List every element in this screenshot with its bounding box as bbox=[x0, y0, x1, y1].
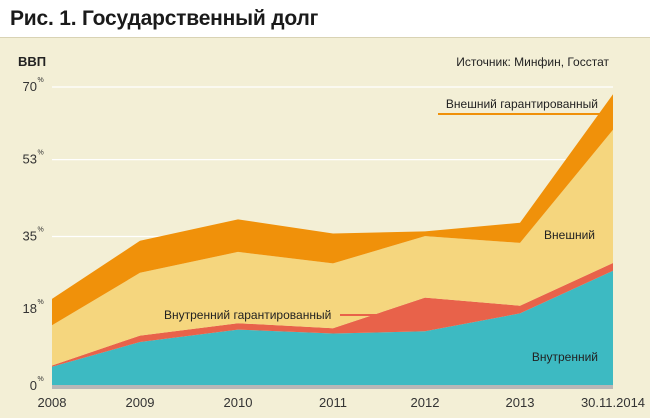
y-tick-unit: % bbox=[38, 227, 44, 234]
y-tick-label: 18 bbox=[23, 301, 37, 316]
y-tick-label: 70 bbox=[23, 79, 37, 94]
label-internal-guaranteed: Внутренний гарантированный bbox=[164, 308, 331, 322]
area-external bbox=[52, 129, 613, 366]
chart-source: Источник: Минфин, Госстат bbox=[456, 55, 609, 69]
y-axis-ticks: 0 %18 %35 %53 %70% bbox=[23, 77, 44, 393]
chart-title: Рис. 1. Государственный долг bbox=[10, 7, 319, 30]
x-tick-label: 2011 bbox=[319, 395, 347, 410]
series-labels: Внутренний Внутренний гарантированный Внеш… bbox=[164, 97, 612, 364]
chart-header: Рис. 1. Государственный долг bbox=[0, 0, 650, 38]
x-tick-label: 2012 bbox=[411, 395, 440, 410]
y-tick-label: 35 bbox=[23, 229, 37, 244]
y-tick-label: 53 bbox=[23, 152, 37, 167]
x-tick-label: 2009 bbox=[126, 395, 155, 410]
label-external: Внешний bbox=[544, 228, 595, 242]
y-tick-unit: % bbox=[38, 77, 44, 84]
y-tick-unit: % bbox=[38, 299, 44, 306]
x-tick-label: 2013 bbox=[506, 395, 535, 410]
area-internal-guaranteed bbox=[52, 263, 613, 367]
x-axis-ticks: 2008 2009 2010 2011 2012 2013 30.11.2014 bbox=[38, 395, 646, 410]
x-tick-label: 30.11.2014 bbox=[581, 395, 645, 410]
label-external-guaranteed: Внешний гарантированный bbox=[446, 97, 598, 111]
x-tick-label: 2010 bbox=[224, 395, 253, 410]
area-internal bbox=[52, 270, 613, 386]
baseline-strip bbox=[52, 385, 613, 389]
area-series bbox=[52, 94, 613, 386]
y-tick-label: 0 bbox=[30, 378, 37, 393]
x-tick-label: 2008 bbox=[38, 395, 67, 410]
y-axis-title: ВВП bbox=[18, 54, 46, 69]
label-internal: Внутренний bbox=[532, 350, 598, 364]
y-tick-unit: % bbox=[38, 150, 44, 157]
y-tick-unit: % bbox=[38, 376, 44, 383]
